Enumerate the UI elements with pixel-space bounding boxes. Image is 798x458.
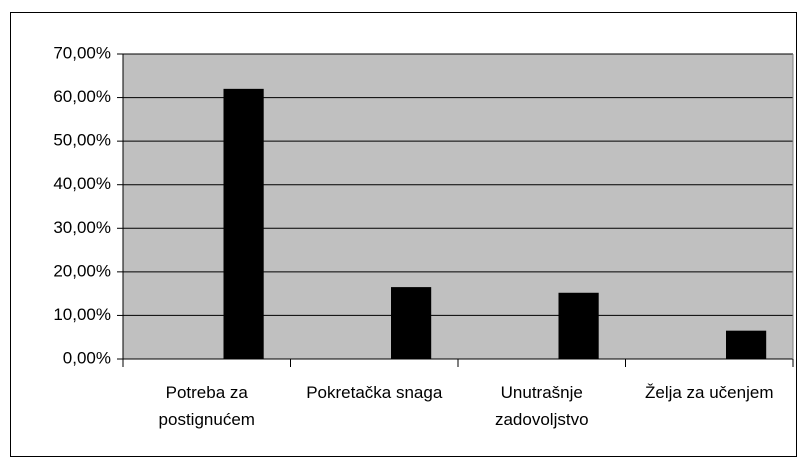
y-tick-label: 40,00% <box>53 174 111 193</box>
y-tick-label: 10,00% <box>53 305 111 324</box>
x-tick-label: Unutrašnje zadovoljstvo <box>494 383 589 429</box>
bar <box>726 330 767 359</box>
y-tick-label: 0,00% <box>63 348 111 367</box>
y-tick-label: 70,00% <box>53 43 111 62</box>
x-tick-label: Želja za učenjem <box>644 383 774 402</box>
y-tick-label: 50,00% <box>53 131 111 150</box>
x-tick-label: Pokretačka snaga <box>306 383 443 402</box>
y-tick-label: 30,00% <box>53 218 111 237</box>
y-tick-label: 20,00% <box>53 261 111 280</box>
y-tick-label: 60,00% <box>53 87 111 106</box>
bar <box>558 292 599 359</box>
bar <box>223 88 264 359</box>
bar <box>391 287 432 359</box>
x-tick-label: Potreba za postignućem <box>158 383 255 429</box>
